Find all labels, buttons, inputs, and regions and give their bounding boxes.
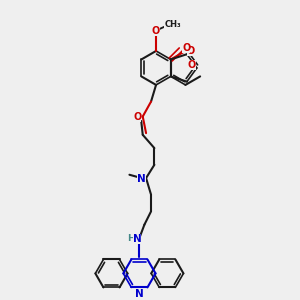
Text: O: O — [187, 60, 196, 70]
Text: N: N — [133, 234, 141, 244]
Text: H: H — [127, 234, 135, 243]
Text: O: O — [133, 112, 141, 122]
Text: CH₃: CH₃ — [164, 20, 181, 29]
Text: O: O — [187, 46, 195, 56]
Text: N: N — [135, 289, 144, 299]
Text: N: N — [137, 174, 146, 184]
Text: O: O — [152, 26, 160, 35]
Text: O: O — [182, 43, 190, 53]
